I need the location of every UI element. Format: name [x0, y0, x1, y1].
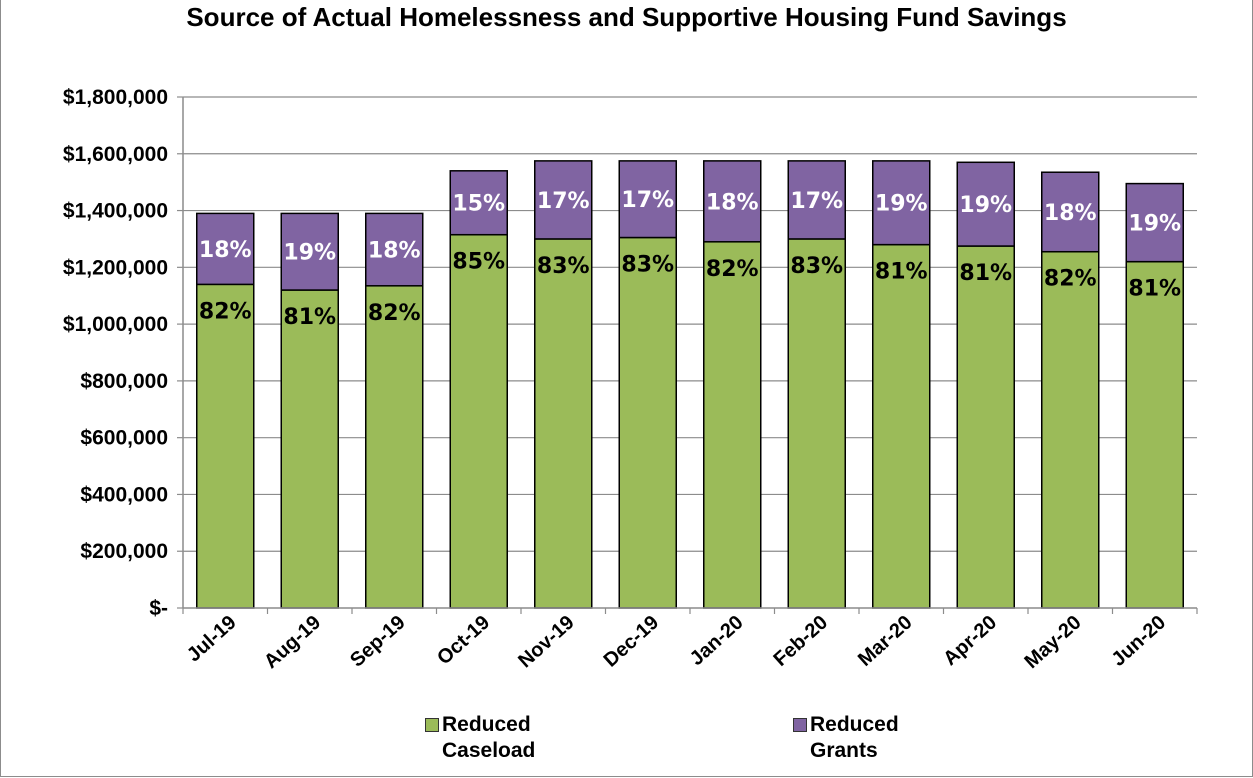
bar-segment-reduced-caseload: [872, 243, 931, 609]
data-label-caseload: 82%: [199, 299, 252, 324]
legend-item-reduced-caseload: Reduced Caseload: [425, 712, 535, 764]
x-tick-label: Jan-20: [686, 611, 748, 670]
bar-segment-reduced-grants: [534, 160, 593, 240]
bar-segment-reduced-caseload: [787, 238, 846, 609]
x-tick-label: Mar-20: [854, 611, 917, 670]
axes: [182, 97, 1198, 614]
data-label-caseload: 83%: [621, 253, 674, 278]
stacked-bar-chart: $- $200,000 $400,000 $600,000 $800,000 $1,000…: [63, 86, 1198, 673]
bar-segment-reduced-grants: [618, 160, 677, 239]
bar-segment-reduced-caseload: [703, 241, 762, 609]
y-tick-label: $400,000: [80, 483, 168, 506]
x-tick-label: Jul-19: [183, 611, 241, 666]
legend-label-grants: Reduced Grants: [810, 713, 899, 762]
x-tick-label: Dec-19: [600, 611, 663, 671]
x-tick-label: Apr-20: [939, 611, 1001, 670]
y-tick-label: $-: [149, 597, 168, 620]
y-tick-label: $800,000: [80, 370, 168, 393]
data-labels: 82% 18% 81% 19% 82% 18% 85% 15% 83% 17% 83% 17% 82% 1…: [199, 188, 1181, 330]
bar-segment-reduced-grants: [1041, 171, 1100, 253]
y-tick-label: $1,800,000: [63, 86, 168, 109]
bar-segment-reduced-caseload: [956, 245, 1015, 609]
x-tick-label: Aug-19: [260, 611, 325, 673]
bar-segment-reduced-grants: [703, 160, 762, 243]
y-tick-label: $1,200,000: [63, 256, 168, 279]
y-tick-label: $1,600,000: [63, 143, 168, 166]
bar-segment-reduced-caseload: [1125, 260, 1184, 609]
chart-title: Source of Actual Homelessness and Suppor…: [186, 2, 1067, 32]
data-label-grants: 17%: [790, 189, 843, 214]
x-tick-label: Jun-20: [1107, 611, 1170, 670]
x-tick-label: Oct-19: [433, 611, 494, 669]
data-label-grants: 18%: [706, 190, 759, 215]
data-label-caseload: 82%: [706, 257, 759, 282]
y-tick-label: $1,400,000: [63, 200, 168, 223]
data-label-caseload: 81%: [959, 261, 1012, 286]
y-tick-label: $1,000,000: [63, 313, 168, 336]
legend-item-reduced-grants: Reduced Grants: [793, 712, 899, 764]
gridlines: [183, 96, 1197, 552]
bar-segment-reduced-grants: [872, 160, 931, 246]
data-label-caseload: 81%: [875, 260, 928, 285]
y-axis-ticks: $- $200,000 $400,000 $600,000 $800,000 $1,000…: [63, 86, 183, 620]
data-label-grants: 19%: [1128, 212, 1181, 237]
y-tick-label: $600,000: [80, 427, 168, 450]
data-label-grants: 15%: [452, 192, 505, 217]
legend-swatch-caseload: [425, 718, 439, 732]
bar-segment-reduced-grants: [280, 212, 339, 291]
bar-segment-reduced-grants: [1125, 182, 1184, 263]
bar-segment-reduced-grants: [449, 170, 508, 236]
data-label-caseload: 81%: [1128, 277, 1181, 302]
bar-segment-reduced-grants: [787, 160, 846, 240]
data-label-caseload: 83%: [790, 254, 843, 279]
bar-segment-reduced-grants: [956, 161, 1015, 247]
x-tick-label: May-20: [1020, 611, 1085, 673]
data-label-caseload: 81%: [283, 305, 336, 330]
legend-label-caseload: Reduced Caseload: [442, 713, 536, 762]
data-label-grants: 17%: [621, 188, 674, 213]
data-label-caseload: 85%: [452, 250, 505, 275]
legend-swatch-grants: [793, 718, 807, 732]
data-label-grants: 17%: [537, 189, 590, 214]
bar-segment-reduced-caseload: [280, 289, 339, 609]
data-label-grants: 18%: [1044, 201, 1097, 226]
y-tick-label: $200,000: [80, 540, 168, 563]
x-tick-label: Nov-19: [514, 611, 578, 672]
bar-segment-reduced-grants: [196, 212, 255, 286]
bar-segment-reduced-caseload: [196, 283, 255, 609]
data-label-grants: 19%: [875, 192, 928, 217]
bar-segment-reduced-caseload: [618, 236, 677, 609]
data-label-grants: 18%: [368, 239, 421, 264]
data-label-caseload: 82%: [1044, 267, 1097, 292]
x-tick-label: Feb-20: [769, 611, 832, 670]
bar-segment-reduced-caseload: [1041, 250, 1100, 609]
x-axis-ticks: Jul-19 Aug-19 Sep-19 Oct-19 Nov-19 Dec-19 Jan-…: [183, 611, 1170, 673]
data-label-grants: 19%: [283, 241, 336, 266]
x-tick-label: Sep-19: [346, 611, 409, 671]
data-label-grants: 19%: [959, 193, 1012, 218]
data-label-grants: 18%: [199, 238, 252, 263]
data-label-caseload: 83%: [537, 254, 590, 279]
data-label-caseload: 82%: [368, 301, 421, 326]
bars: [196, 160, 1184, 609]
bar-segment-reduced-caseload: [534, 238, 593, 609]
bar-segment-reduced-caseload: [449, 233, 508, 609]
bar-segment-reduced-caseload: [365, 285, 424, 609]
bar-segment-reduced-grants: [365, 212, 424, 287]
